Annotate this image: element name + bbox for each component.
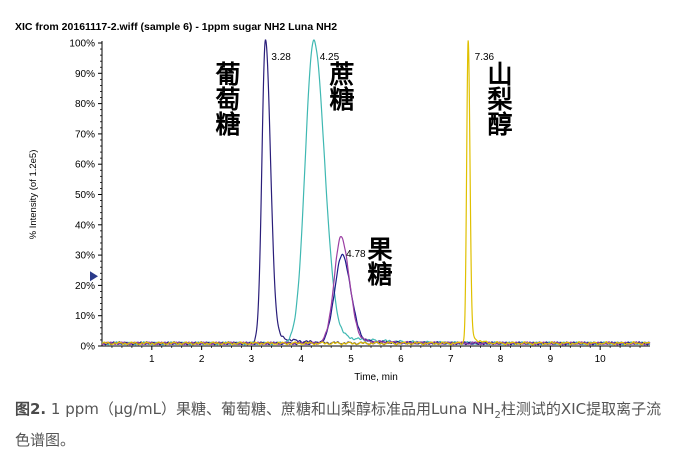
caption-figure-label: 图2. xyxy=(15,400,47,418)
y-tick-label: 90% xyxy=(75,69,95,80)
x-tick-label: 5 xyxy=(348,354,354,365)
peak-label: 7.36 xyxy=(475,52,495,63)
x-tick-label: 10 xyxy=(595,354,607,365)
y-marker-arrow xyxy=(90,271,98,282)
y-axis-label: % Intensity (of 1.2e5) xyxy=(28,150,39,240)
x-tick-label: 7 xyxy=(448,354,454,365)
y-tick-label: 0% xyxy=(81,342,96,353)
compound-label: 葡萄糖 xyxy=(214,60,240,139)
caption-subscript: 2 xyxy=(494,410,501,421)
y-tick-label: 10% xyxy=(75,311,95,322)
x-tick-label: 1 xyxy=(149,354,155,365)
y-tick-label: 40% xyxy=(75,220,95,231)
x-tick-label: 6 xyxy=(398,354,404,365)
x-tick-label: 9 xyxy=(548,354,554,365)
series-layer xyxy=(101,39,651,346)
y-tick-label: 80% xyxy=(75,99,95,110)
peak-label: 4.78 xyxy=(346,249,366,260)
series-line-0 xyxy=(101,39,651,346)
y-tick-label: 50% xyxy=(75,190,95,201)
series-line-4 xyxy=(101,40,651,346)
y-tick-label: 60% xyxy=(75,160,95,171)
x-axis-label: Time, min xyxy=(354,372,398,383)
x-tick-label: 4 xyxy=(298,354,304,365)
x-tick-label: 3 xyxy=(249,354,255,365)
compound-label: 蔗糖 xyxy=(329,60,354,114)
chart-title: XIC from 20161117-2.wiff (sample 6) - 1p… xyxy=(15,21,338,33)
peak-label: 4.25 xyxy=(320,52,340,63)
x-tick-label: 2 xyxy=(199,354,205,365)
peak-label: 3.28 xyxy=(271,52,291,63)
axes: 0% 10% 20% 30% 40% 50% 60% 70% 80% 90% 100% 1 2 3 4 5 6 7… xyxy=(28,39,650,383)
y-tick-label: 100% xyxy=(69,39,95,50)
y-tick-label: 70% xyxy=(75,129,95,140)
y-tick-label: 30% xyxy=(75,251,95,262)
figure-caption: 图2. 1 ppm（μg/mL）果糖、葡萄糖、蔗糖和山梨醇标准品用Luna NH… xyxy=(15,397,670,453)
compound-label: 果糖 xyxy=(367,235,392,289)
caption-text: 1 ppm（μg/mL）果糖、葡萄糖、蔗糖和山梨醇标准品用Luna NH xyxy=(46,400,495,418)
x-tick-label: 8 xyxy=(498,354,504,365)
y-tick-label: 20% xyxy=(75,281,95,292)
series-line-1 xyxy=(101,39,651,346)
chromatogram-plot: 0% 10% 20% 30% 40% 50% 60% 70% 80% 90% 100% 1 2 3 4 5 6 7… xyxy=(28,39,651,383)
compound-label: 山梨醇 xyxy=(487,60,512,139)
caption-text-2: 柱测试的XIC提取离子流色谱图。 xyxy=(15,400,662,449)
